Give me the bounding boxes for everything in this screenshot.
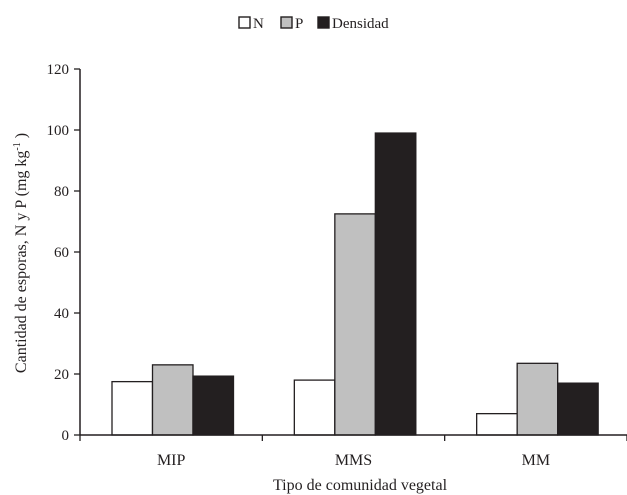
- y-axis-title: Cantidad de esporas, N y P (mg kg-1 ): [12, 133, 30, 373]
- bar-n-mm: [476, 412, 518, 436]
- legend-swatch-densidad: [317, 16, 330, 29]
- legend-swatch-n: [238, 16, 251, 29]
- x-category-label: MMS: [335, 452, 372, 469]
- y-tick-label: 120: [47, 62, 70, 78]
- bar-densidad-mm: [557, 382, 599, 436]
- axes-group: 0 20 40 60 80 100 120 MIP MMS MM: [47, 62, 627, 469]
- bar-n-mms: [293, 379, 336, 436]
- y-tick-label: 100: [47, 123, 70, 139]
- bar-densidad-mms: [374, 132, 417, 436]
- legend: N P Densidad: [238, 16, 389, 32]
- bar-p-mms: [334, 213, 376, 436]
- x-category-label: MIP: [157, 452, 186, 469]
- y-tick-label: 40: [54, 306, 69, 322]
- legend-swatch-p: [280, 16, 293, 29]
- y-tick-label: 0: [62, 428, 70, 444]
- y-tick-label: 80: [54, 184, 69, 200]
- legend-label-p: P: [295, 16, 303, 32]
- y-tick-label: 20: [54, 367, 69, 383]
- bar-p-mip: [151, 364, 194, 436]
- bar-densidad-mip: [192, 375, 235, 436]
- legend-label-n: N: [253, 16, 264, 32]
- x-axis-title: Tipo de comunidad vegetal: [273, 477, 448, 494]
- legend-label-densidad: Densidad: [332, 16, 389, 32]
- y-tick-label: 60: [54, 245, 69, 261]
- x-category-label: MM: [522, 452, 550, 469]
- bar-p-mm: [516, 362, 559, 436]
- bars-group: [111, 132, 599, 436]
- bar-n-mip: [111, 380, 154, 436]
